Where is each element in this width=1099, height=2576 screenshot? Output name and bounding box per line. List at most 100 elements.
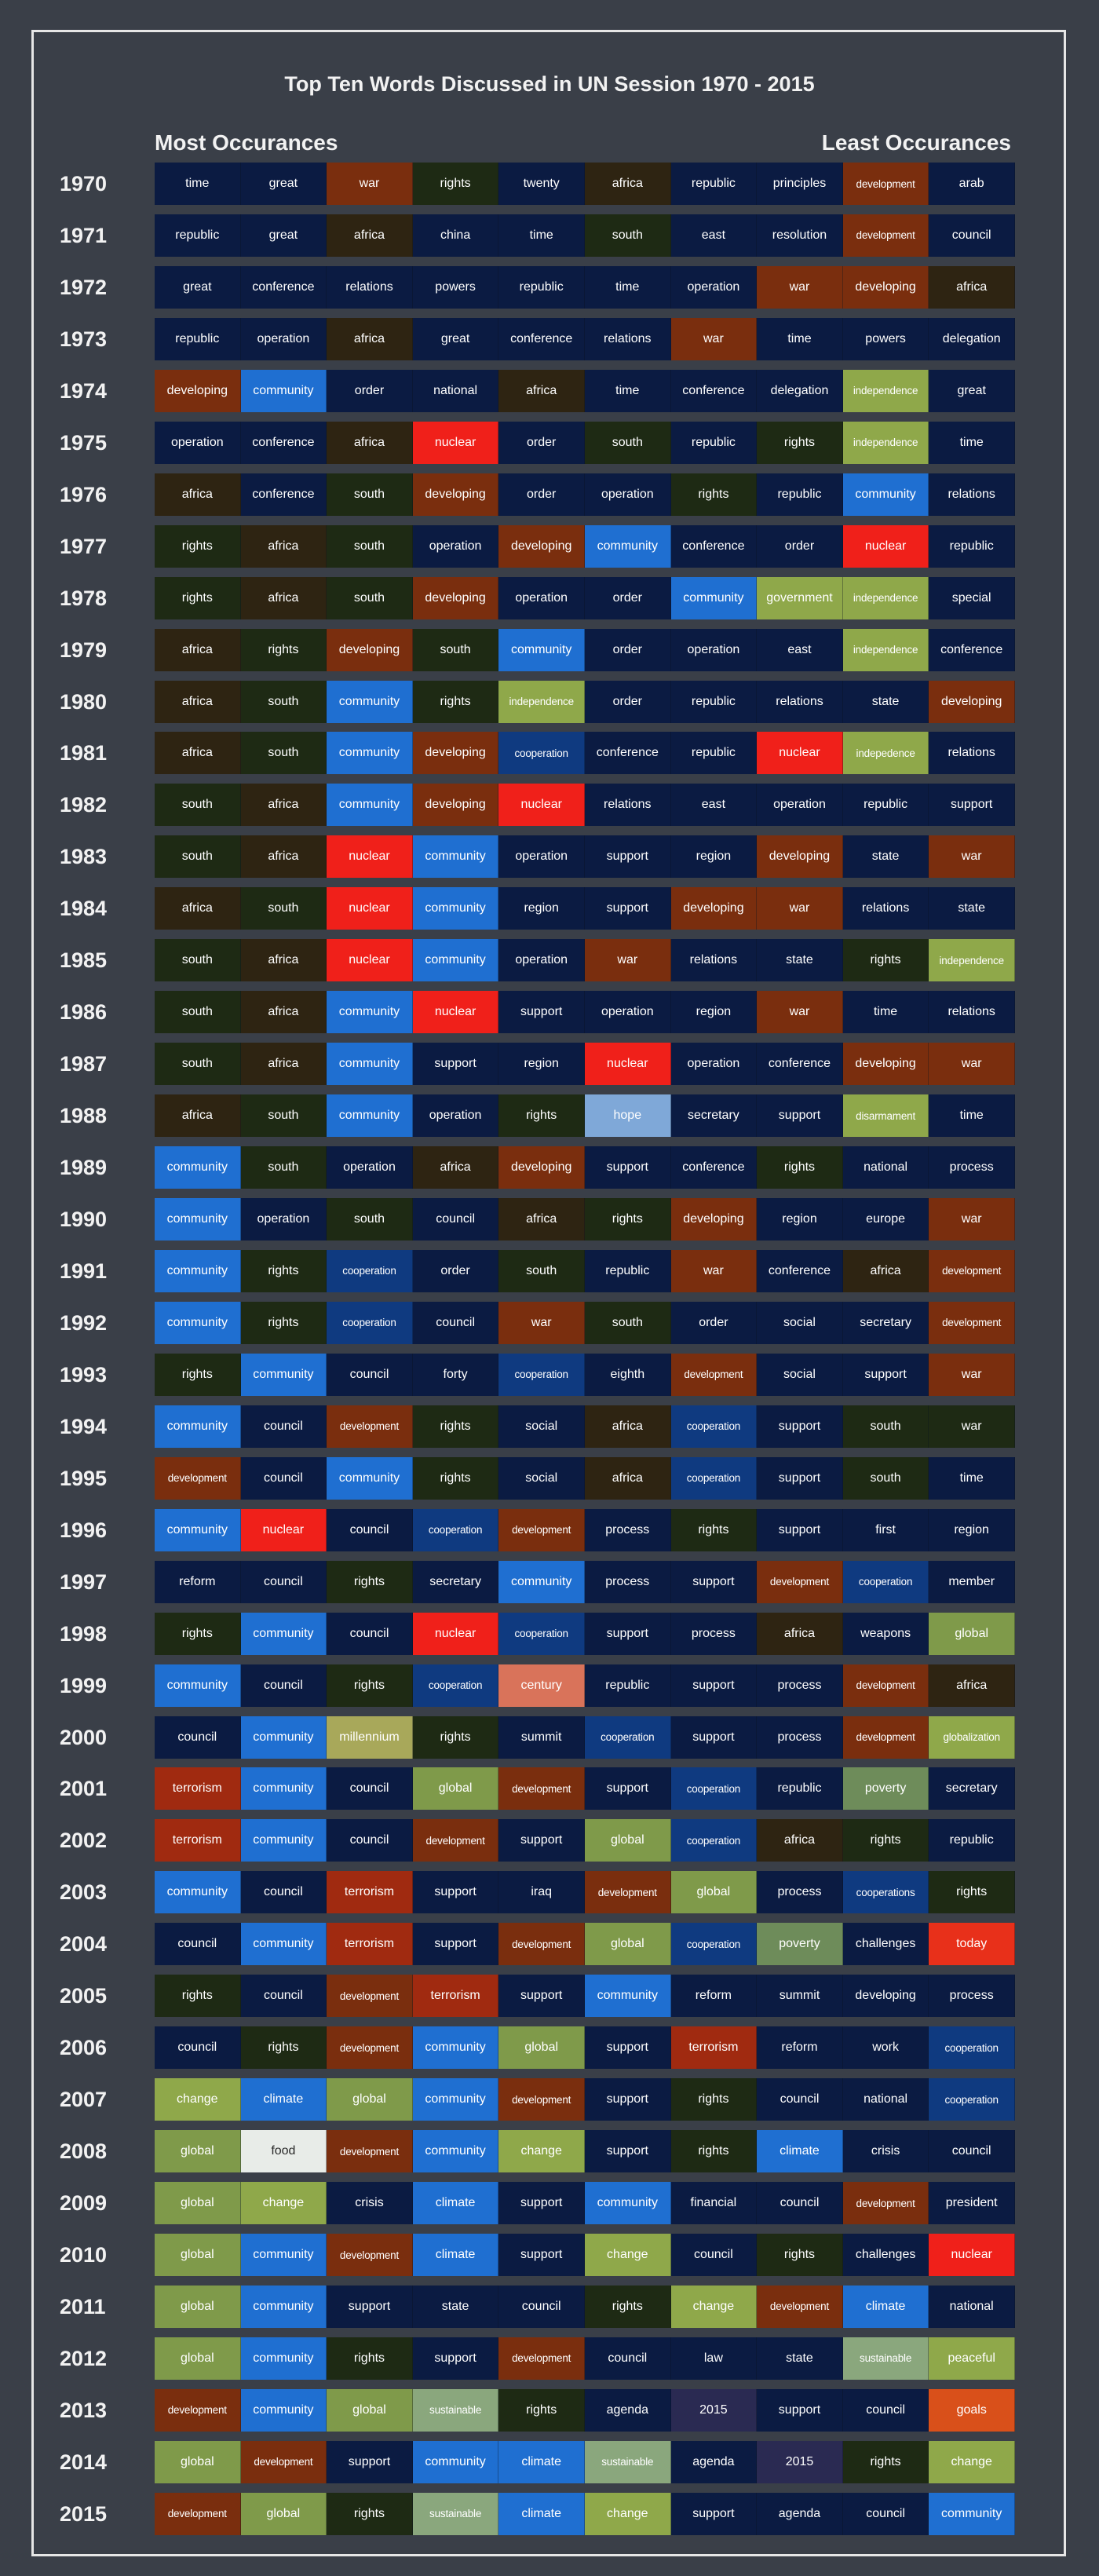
year-label: 1994 — [60, 1414, 108, 1438]
word-cell: africa — [757, 1612, 843, 1655]
word-cell: africa — [929, 265, 1015, 309]
year-label: 2015 — [60, 2501, 108, 2526]
word-cell: council — [327, 1353, 413, 1396]
word-cell: climate — [498, 2440, 585, 2483]
word-cell: rights — [240, 2026, 327, 2070]
word-cell: war — [327, 163, 413, 205]
word-cell: rights — [585, 1198, 671, 1240]
year-row: community south operation africa developing s… — [155, 1146, 1015, 1189]
word-cell: development — [585, 1871, 671, 1914]
word-cell: support — [498, 1975, 585, 2018]
word-cell: weapons — [842, 1612, 929, 1655]
word-cell: south — [240, 732, 327, 775]
word-cell: community — [412, 2130, 499, 2173]
word-cell: war — [757, 265, 843, 309]
word-cell: africa — [327, 214, 413, 257]
word-cell: council — [327, 1767, 413, 1811]
word-cell: crisis — [327, 2182, 413, 2225]
word-cell: war — [929, 1198, 1015, 1240]
word-cell: community — [155, 1664, 241, 1707]
year-label: 1995 — [60, 1466, 108, 1490]
word-cell: developing — [929, 680, 1015, 723]
word-cell: order — [585, 628, 671, 671]
word-cell: twenty — [498, 163, 585, 205]
word-cell: rights — [155, 1353, 241, 1396]
word-cell: operation — [757, 784, 843, 827]
word-cell: operation — [155, 421, 241, 464]
word-cell: community — [498, 628, 585, 671]
word-cell: china — [412, 214, 499, 257]
word-cell: rights — [757, 2234, 843, 2276]
word-cell: order — [585, 576, 671, 619]
word-cell: secretary — [842, 1301, 929, 1344]
word-cell: national — [842, 1146, 929, 1189]
word-cell: africa — [412, 1146, 499, 1189]
word-cell: principles — [757, 163, 843, 205]
word-cell: resolution — [757, 214, 843, 257]
word-cell: social — [757, 1301, 843, 1344]
year-label: 2006 — [60, 2036, 108, 2060]
year-row: rights africa south operation developing comm… — [155, 524, 1015, 568]
word-cell: development — [327, 1405, 413, 1448]
word-cell: member — [929, 1560, 1015, 1603]
word-cell: development — [155, 2492, 241, 2535]
word-cell: national — [929, 2285, 1015, 2328]
word-cell: republic — [670, 680, 758, 723]
word-cell: cooperation — [498, 1353, 585, 1396]
word-cell: development — [240, 2440, 327, 2483]
word-cell: council — [842, 2492, 929, 2535]
word-cell: development — [670, 1353, 758, 1396]
word-cell: africa — [155, 680, 241, 723]
word-cell: war — [670, 317, 758, 360]
word-cell: cooperations — [842, 1871, 929, 1914]
year-label: 1971 — [60, 223, 108, 247]
word-cell: delegation — [757, 369, 843, 412]
word-cell: region — [498, 887, 585, 930]
word-cell: time — [929, 1094, 1015, 1138]
word-cell: africa — [240, 939, 327, 982]
word-cell: operation — [670, 628, 758, 671]
word-cell: summit — [757, 1975, 843, 2018]
word-cell: relations — [327, 265, 413, 309]
word-cell: secretary — [670, 1094, 758, 1138]
year-label: 2004 — [60, 1932, 108, 1957]
word-cell: rights — [412, 680, 499, 723]
word-cell: community — [240, 369, 327, 412]
word-cell: south — [240, 680, 327, 723]
word-cell: time — [585, 369, 671, 412]
word-cell: development — [498, 1923, 585, 1966]
word-cell: community — [155, 1198, 241, 1240]
word-cell: region — [670, 835, 758, 879]
word-cell: community — [842, 473, 929, 516]
word-cell: republic — [757, 1767, 843, 1811]
word-cell: rights — [240, 1301, 327, 1344]
word-cell: secretary — [412, 1560, 499, 1603]
word-cell: rights — [155, 524, 241, 568]
word-cell: development — [327, 2130, 413, 2173]
word-cell: development — [412, 1819, 499, 1862]
word-cell: rights — [327, 1664, 413, 1707]
word-cell: support — [670, 1560, 758, 1603]
year-label: 2010 — [60, 2243, 108, 2267]
word-cell: globalization — [929, 1716, 1015, 1759]
word-cell: war — [585, 939, 671, 982]
word-cell: global — [412, 1767, 499, 1811]
word-cell: rights — [412, 1716, 499, 1759]
word-cell: community — [240, 1716, 327, 1759]
word-cell: south — [585, 421, 671, 464]
word-cell: century — [498, 1664, 585, 1707]
year-row: great conference relations powers republic ti… — [155, 265, 1015, 309]
word-cell: war — [670, 1249, 758, 1292]
year-label: 1973 — [60, 327, 108, 351]
word-cell: africa — [155, 1094, 241, 1138]
word-cell: state — [842, 835, 929, 879]
word-cell: south — [585, 214, 671, 257]
word-cell: global — [585, 1923, 671, 1966]
word-cell: support — [670, 2492, 758, 2535]
word-cell: climate — [412, 2182, 499, 2225]
word-cell: cooperation — [327, 1249, 413, 1292]
word-cell: support — [498, 2182, 585, 2225]
word-cell: africa — [929, 1664, 1015, 1707]
word-cell: community — [327, 784, 413, 827]
word-cell: rights — [412, 1405, 499, 1448]
